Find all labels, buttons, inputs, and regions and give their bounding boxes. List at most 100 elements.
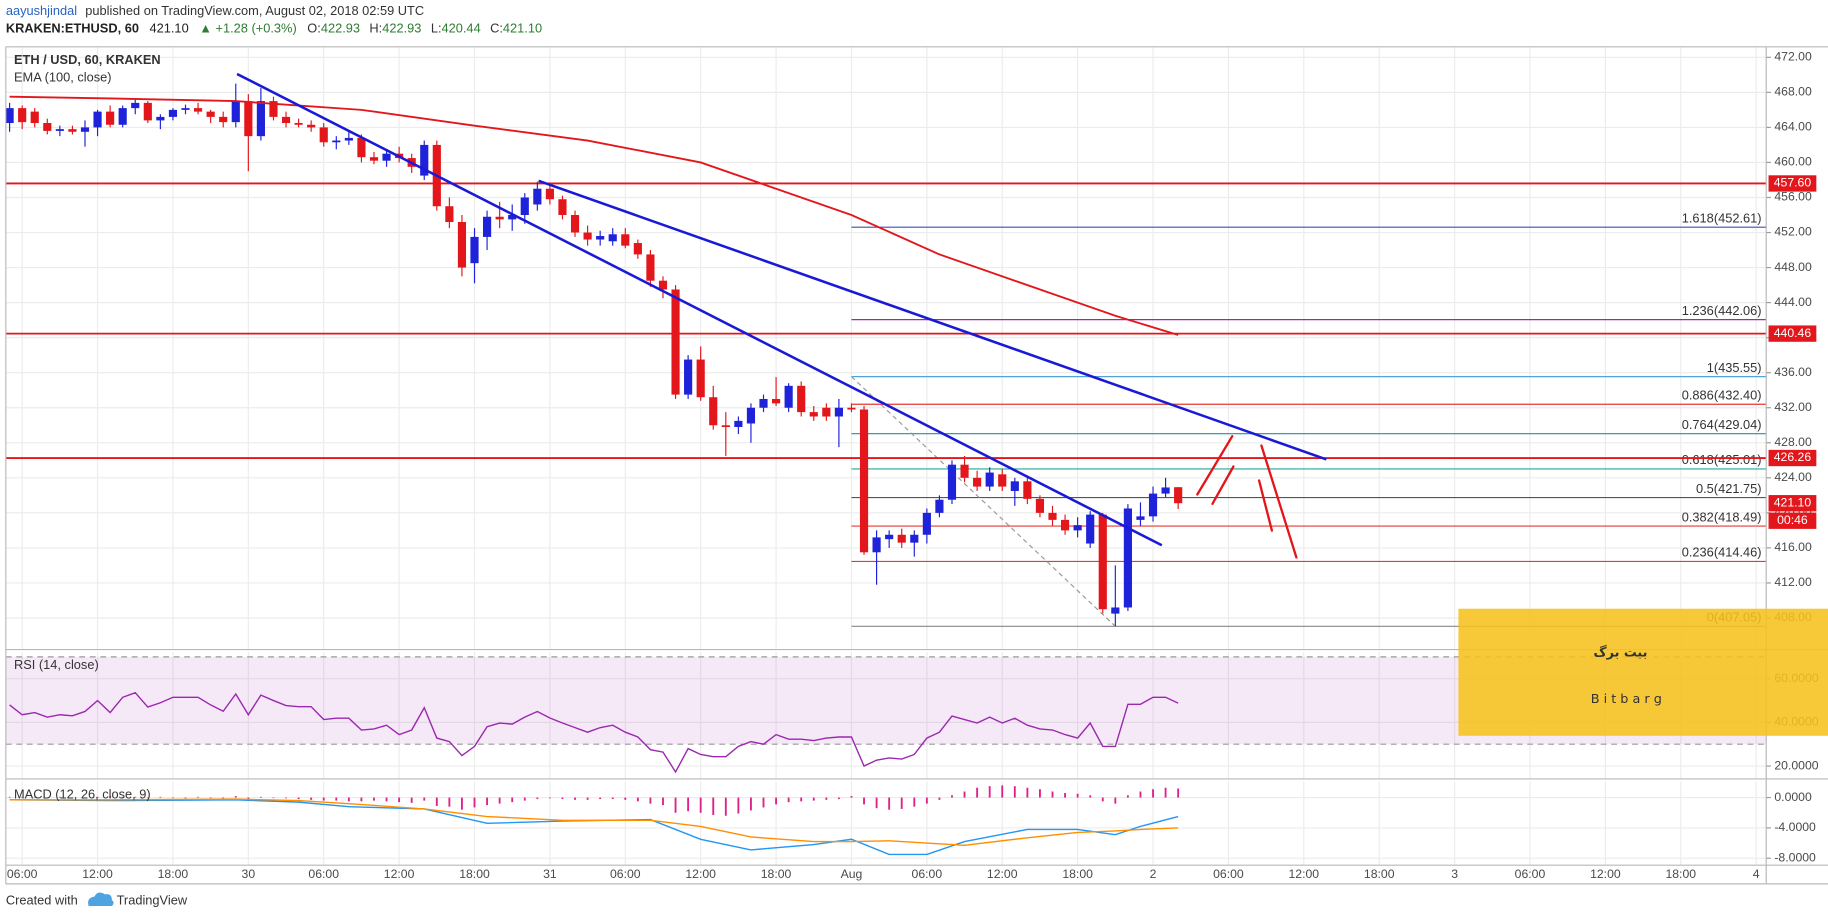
histogram-bar xyxy=(172,797,174,799)
last-price-badge xyxy=(1768,495,1817,512)
candle-body xyxy=(68,129,77,132)
countdown-badge xyxy=(1768,512,1817,529)
candle-body xyxy=(684,359,693,395)
y-tick-label: 432.00 xyxy=(1774,400,1812,414)
footer-brand[interactable]: TradingView xyxy=(117,893,188,908)
histogram-bar xyxy=(624,797,627,800)
candle-body xyxy=(608,234,617,242)
histogram-bar xyxy=(146,797,149,799)
histogram-bar xyxy=(888,797,891,810)
candle-body xyxy=(973,477,982,487)
candle-body xyxy=(30,111,39,124)
candle-body xyxy=(797,385,806,413)
candle-body xyxy=(18,108,27,123)
histogram-bar xyxy=(448,797,451,807)
histogram-bar xyxy=(498,797,501,804)
candle-body xyxy=(910,534,919,543)
price-badge-label: 440.46 xyxy=(1774,326,1812,340)
histogram-bar xyxy=(58,796,61,798)
candle-body xyxy=(344,137,353,141)
histogram-bar xyxy=(750,797,752,811)
histogram-bar xyxy=(435,797,438,806)
candle-body xyxy=(206,111,215,117)
candle-body xyxy=(759,398,768,408)
brand-logo[interactable] xyxy=(88,892,114,907)
author[interactable]: aayushjindal xyxy=(6,3,77,18)
histogram-bar xyxy=(297,797,300,800)
histogram-bar xyxy=(586,797,589,800)
histogram-bar xyxy=(1101,797,1104,802)
histogram-bar xyxy=(46,797,49,799)
candle-body xyxy=(80,127,90,132)
histogram-bar xyxy=(611,797,614,800)
histogram-bar xyxy=(561,797,564,800)
candle-body xyxy=(859,409,869,553)
plot-area: 06:00 12:00 18:00 30 06:00 12:00 18:00 31 06:00 1… xyxy=(5,46,1819,881)
candle-body xyxy=(1035,498,1045,513)
histogram-bar xyxy=(900,797,903,809)
y-tick-label: 424.00 xyxy=(1774,470,1812,484)
histogram-bar xyxy=(925,797,928,804)
candle-body xyxy=(118,108,127,125)
y-tick-label: 20.0000 xyxy=(1774,758,1818,772)
candle-body xyxy=(885,534,894,540)
countdown-label: 00:46 xyxy=(1777,513,1808,527)
candle-body xyxy=(382,153,391,161)
macd-line xyxy=(9,798,1179,847)
candle-body xyxy=(319,127,328,143)
x-tick-label: 18:00 xyxy=(1665,867,1696,881)
candle-body xyxy=(294,123,303,125)
candle-body xyxy=(168,109,178,117)
fib-trend-line xyxy=(851,376,1116,627)
histogram-bar xyxy=(272,797,275,799)
candle-body xyxy=(1136,516,1145,520)
macd-line xyxy=(9,799,1179,856)
candle-body xyxy=(193,108,203,112)
histogram-bar xyxy=(33,797,36,799)
candle-body xyxy=(244,101,253,137)
candle-body xyxy=(269,101,278,117)
fib-label: 1.618(452.61) xyxy=(1682,210,1762,225)
candle-body xyxy=(671,289,680,395)
candle-body xyxy=(93,111,102,128)
published: published on TradingView.com, August 02,… xyxy=(85,3,424,18)
candle-body xyxy=(332,140,341,143)
fib-label: 0.764(429.04) xyxy=(1682,417,1762,432)
x-tick-label: 18:00 xyxy=(1062,867,1093,881)
histogram-bar xyxy=(1114,797,1117,804)
histogram-bar xyxy=(951,795,953,798)
ohlc-value: 422.93 xyxy=(382,21,421,36)
histogram-bar xyxy=(825,797,828,800)
candle-body xyxy=(709,397,718,426)
histogram-bar xyxy=(1026,787,1029,798)
histogram-bar xyxy=(423,797,426,801)
x-tick-label: 06:00 xyxy=(610,867,641,881)
candle-body xyxy=(583,232,592,240)
candle-body xyxy=(106,111,115,125)
x-tick-label: 3 xyxy=(1451,867,1458,881)
histogram-bar xyxy=(687,797,690,812)
y-tick-label: 0.0000 xyxy=(1774,790,1812,804)
histogram-bar xyxy=(1177,788,1180,798)
x-tick-label: 06:00 xyxy=(7,867,38,881)
symbol-line: KRAKEN:ETHUSD, 60 421.10 ▲ +1.28 (+0.3%)… xyxy=(6,21,542,36)
candle-body xyxy=(231,101,240,123)
ohlc-label: O: xyxy=(307,21,321,36)
histogram-bar xyxy=(574,797,576,800)
histogram-bar xyxy=(712,797,715,816)
y-tick-label: 448.00 xyxy=(1774,260,1812,274)
ohlc-value: 420.44 xyxy=(442,21,481,36)
panel-legend: MACD (12, 26, close, 9) xyxy=(14,787,151,802)
trend-line xyxy=(538,179,1327,461)
candle-body xyxy=(1098,514,1107,610)
trend-line xyxy=(236,72,1163,547)
x-tick-label: 18:00 xyxy=(158,867,189,881)
x-tick-label: 12:00 xyxy=(82,867,113,881)
y-tick-label: 472.00 xyxy=(1774,50,1812,64)
arrow-stroke xyxy=(1211,465,1235,505)
ohlc-value: 422.93 xyxy=(321,21,360,36)
candle-body xyxy=(156,116,165,121)
histogram-bar xyxy=(109,796,112,798)
watermark: بیت برگ B i t b a r g xyxy=(1458,608,1828,736)
footer-created: Created with xyxy=(6,893,78,908)
